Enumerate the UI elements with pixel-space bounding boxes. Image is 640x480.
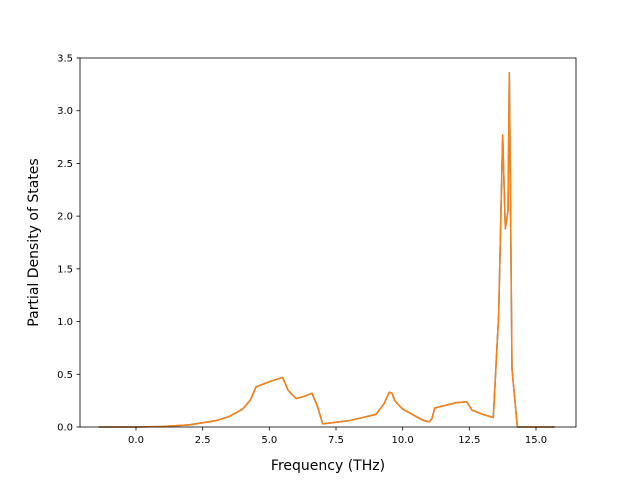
y-tick-label: 1.0 xyxy=(57,317,73,328)
x-tick-label: 2.5 xyxy=(195,435,211,446)
x-tick-label: 5.0 xyxy=(261,435,277,446)
x-tick-label: 0.0 xyxy=(128,435,144,446)
x-tick-label: 7.5 xyxy=(328,435,344,446)
x-tick-label: 12.5 xyxy=(458,435,480,446)
x-tick-label: 15.0 xyxy=(525,435,547,446)
y-axis-label: Partial Density of States xyxy=(26,158,42,326)
y-tick-label: 0.5 xyxy=(57,370,73,381)
series-line-2 xyxy=(98,72,555,428)
axes-frame xyxy=(79,57,577,428)
y-tick-label: 3.0 xyxy=(57,106,73,117)
x-tick-label: 10.0 xyxy=(392,435,414,446)
y-tick-label: 1.5 xyxy=(57,264,73,275)
x-axis-label: Frequency (THz) xyxy=(271,458,385,474)
y-tick-label: 0.0 xyxy=(57,423,73,434)
x-axis-ticks: 0.0 2.5 5.0 7.5 10.0 12.5 15.0 xyxy=(128,427,547,446)
y-tick-label: 3.5 xyxy=(57,54,73,65)
series-layer xyxy=(98,72,555,428)
y-tick-label: 2.5 xyxy=(57,159,73,170)
y-axis-ticks: 0.0 0.5 1.0 1.5 2.0 2.5 3.0 3.5 xyxy=(57,54,80,434)
y-tick-label: 2.0 xyxy=(57,212,73,223)
